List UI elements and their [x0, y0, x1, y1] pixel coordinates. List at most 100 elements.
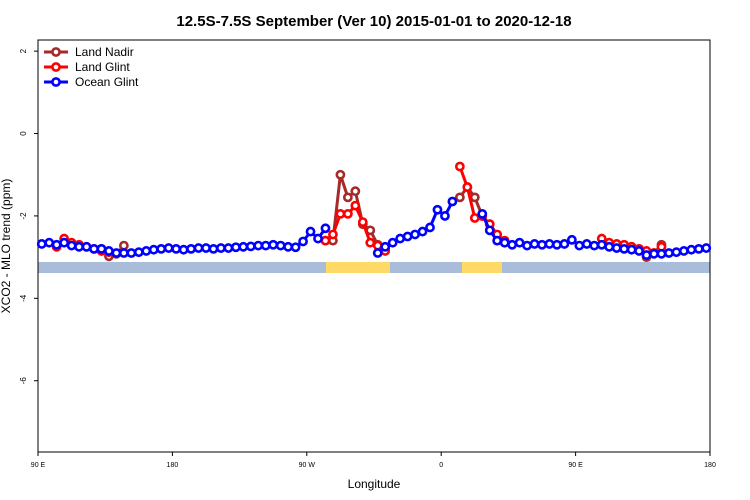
data-point	[604, 241, 615, 252]
data-point	[320, 235, 331, 246]
data-point	[156, 243, 167, 254]
data-point	[44, 237, 55, 248]
data-point	[178, 244, 189, 255]
legend-label: Land Nadir	[75, 45, 134, 59]
data-point	[611, 243, 622, 253]
data-point	[596, 239, 607, 250]
x-tick-label: 90 W	[299, 462, 316, 469]
data-point	[104, 246, 114, 256]
data-point	[36, 239, 47, 249]
data-point	[81, 241, 92, 252]
data-point	[566, 234, 577, 245]
data-point	[313, 233, 323, 244]
data-point	[305, 226, 316, 237]
data-point	[163, 243, 174, 253]
x-tick-label: 180	[704, 462, 716, 469]
data-point	[350, 200, 361, 211]
y-tick-label: -6	[19, 377, 28, 385]
data-point	[380, 241, 391, 252]
data-point	[469, 213, 480, 223]
data-point	[59, 237, 70, 248]
data-point	[544, 239, 555, 249]
data-point	[335, 208, 346, 219]
data-point	[492, 235, 503, 246]
data-point	[686, 244, 697, 255]
x-tick-label: 90 E	[31, 462, 46, 469]
data-point	[581, 239, 592, 249]
data-point	[365, 237, 376, 248]
data-point	[208, 243, 219, 254]
data-point	[66, 240, 77, 251]
series-line	[458, 165, 506, 242]
data-point	[342, 208, 353, 219]
data-point	[328, 229, 338, 240]
data-point	[417, 226, 428, 237]
data-point	[559, 239, 570, 249]
data-point	[89, 243, 99, 254]
data-point	[664, 248, 674, 258]
data-point	[126, 248, 137, 258]
y-tick-label: -2	[19, 212, 28, 220]
data-point	[74, 241, 84, 252]
data-point	[619, 243, 630, 254]
data-point	[298, 236, 308, 247]
data-point	[253, 240, 264, 251]
data-point	[268, 239, 279, 250]
data-point	[260, 240, 271, 251]
data-point	[223, 243, 234, 253]
data-point	[454, 192, 465, 203]
x-tick-label: 180	[167, 462, 179, 469]
legend-marker	[51, 62, 61, 72]
data-point	[51, 239, 62, 250]
data-point	[425, 222, 435, 233]
y-tick-label: 0	[19, 131, 28, 136]
data-point	[514, 237, 525, 248]
data-point	[141, 246, 152, 256]
data-point	[342, 192, 353, 203]
data-point	[626, 244, 637, 255]
data-point	[469, 192, 480, 203]
data-point	[148, 244, 159, 255]
data-point	[447, 196, 458, 207]
data-point	[693, 243, 704, 254]
data-point	[410, 229, 420, 240]
data-point	[133, 247, 144, 258]
land-ocean-band	[38, 262, 710, 273]
data-point	[186, 243, 196, 254]
data-point	[320, 223, 331, 234]
data-point	[111, 248, 122, 258]
data-point	[537, 239, 547, 250]
data-point	[678, 246, 689, 256]
legend-label: Ocean Glint	[75, 75, 139, 89]
data-point	[201, 243, 211, 253]
data-point	[238, 241, 249, 252]
data-point	[432, 204, 443, 215]
y-axis-label: XCO2 - MLO trend (ppm)	[0, 179, 13, 314]
chart-title: 12.5S-7.5S September (Ver 10) 2015-01-01…	[176, 13, 571, 30]
land-band	[326, 262, 390, 273]
x-tick-label: 0	[439, 462, 443, 469]
data-point	[357, 217, 368, 228]
data-point	[372, 248, 383, 258]
y-tick-label: 2	[19, 48, 28, 53]
data-point	[335, 169, 346, 180]
data-point	[245, 241, 256, 252]
data-point	[216, 243, 226, 253]
y-tick-label: -4	[19, 294, 28, 302]
data-point	[96, 243, 107, 254]
data-point	[701, 243, 712, 253]
x-axis-label: Longitude	[348, 477, 401, 491]
data-point	[454, 161, 465, 172]
data-point	[641, 250, 652, 260]
data-point	[283, 241, 294, 252]
data-point	[193, 243, 204, 253]
data-point	[529, 239, 540, 249]
data-point	[477, 208, 488, 219]
series	[36, 196, 712, 260]
data-point	[522, 240, 532, 251]
data-point	[552, 239, 562, 250]
data-point	[462, 182, 473, 192]
data-point	[574, 240, 585, 251]
x-tick-label: 90 E	[568, 462, 583, 469]
